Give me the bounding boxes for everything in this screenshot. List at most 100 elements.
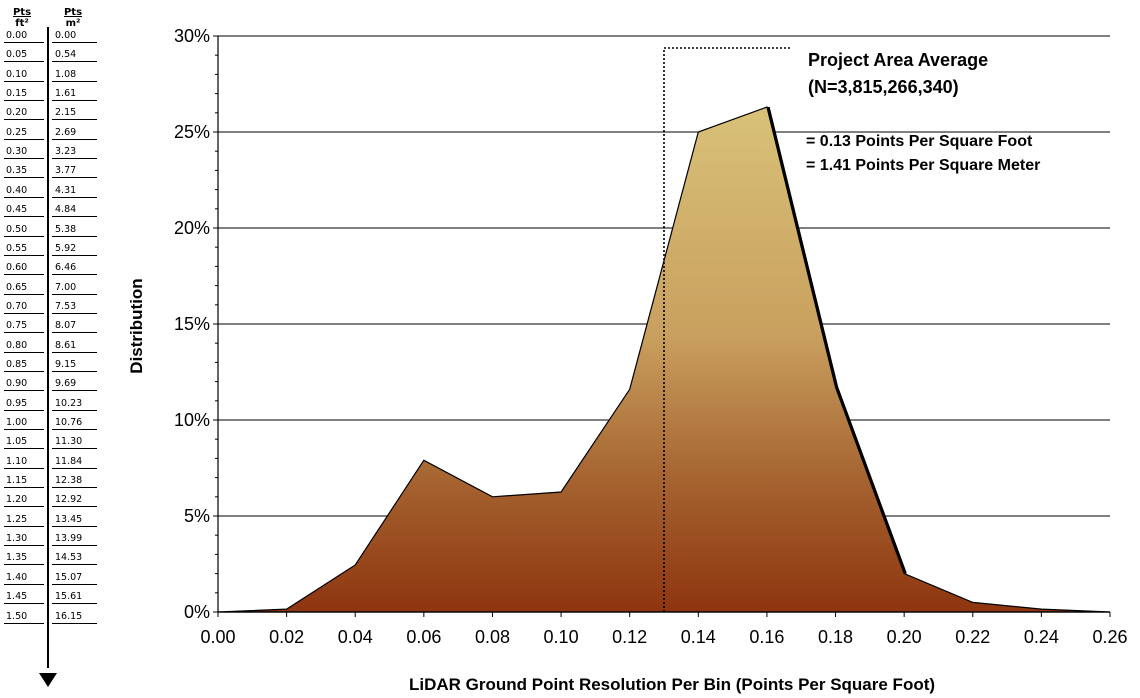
conversion-row-m2: 3.23: [52, 146, 97, 160]
y-tick-label: 20%: [174, 218, 210, 238]
conversion-row-m2: 5.38: [52, 224, 97, 237]
area-shadow-edge: [767, 106, 907, 575]
conversion-row-ft2: 1.45: [4, 591, 44, 605]
conversion-row-m2: 8.07: [52, 320, 97, 334]
x-tick-label: 0.22: [955, 627, 990, 647]
conversion-row-ft2: 1.40: [4, 572, 44, 585]
x-tick-label: 0.08: [475, 627, 510, 647]
average-marker: [663, 47, 790, 612]
x-tick-label: 0.26: [1092, 627, 1127, 647]
x-tick-label: 0.24: [1024, 627, 1059, 647]
conversion-row-m2: 12.92: [52, 494, 97, 508]
conversion-row-ft2: 0.70: [4, 301, 44, 314]
conversion-row-m2: 6.46: [52, 262, 97, 276]
conversion-row-m2: 5.92: [52, 243, 97, 256]
x-tick-labels: 0.00 0.02 0.04 0.06 0.08 0.10 0.12 0.14 0.16 0.18…: [200, 627, 1127, 647]
average-label: Project Area Average: [808, 50, 988, 70]
conversion-row-ft2: 0.80: [4, 340, 44, 353]
x-tick-label: 0.02: [269, 627, 304, 647]
conversion-scale: Pts ft² Pts m² 0.00 0.00 0.05 0.54 0.10 1.08 0…: [0, 0, 110, 698]
conversion-row-m2: 9.15: [52, 359, 97, 372]
conversion-row-ft2: 0.30: [4, 146, 44, 160]
average-count: (N=3,815,266,340): [808, 77, 959, 97]
x-tick-label: 0.16: [749, 627, 784, 647]
conversion-row-m2: 0.00: [52, 30, 97, 43]
conversion-row-ft2: 1.25: [4, 514, 44, 527]
conversion-row-m2: 14.53: [52, 552, 97, 566]
y-tick-label: 25%: [174, 122, 210, 142]
x-tick-label: 0.06: [406, 627, 441, 647]
col2-header-top: Pts: [63, 7, 83, 18]
conversion-row-ft2: 1.05: [4, 436, 44, 450]
conversion-row-ft2: 0.85: [4, 359, 44, 372]
conversion-row-m2: 9.69: [52, 378, 97, 392]
conversion-row-ft2: 0.95: [4, 398, 44, 411]
conversion-row-m2: 1.61: [52, 88, 97, 102]
x-tick-label: 0.12: [612, 627, 647, 647]
y-tick-label: 0%: [184, 602, 210, 622]
conversion-row-m2: 11.30: [52, 436, 97, 450]
conversion-row-ft2: 0.65: [4, 282, 44, 295]
conversion-row-ft2: 1.00: [4, 417, 44, 430]
x-tick-label: 0.14: [681, 627, 716, 647]
conversion-row-m2: 8.61: [52, 340, 97, 353]
down-arrow-icon: [39, 673, 57, 687]
conversion-row-ft2: 1.15: [4, 475, 44, 489]
conversion-axis-line: [47, 27, 49, 668]
conversion-row-m2: 10.23: [52, 398, 97, 411]
y-tick-label: 15%: [174, 314, 210, 334]
x-tick-label: 0.20: [887, 627, 922, 647]
y-tick-label: 30%: [174, 26, 210, 46]
y-tick-labels: 0% 5% 10% 15% 20% 25% 30%: [174, 26, 210, 622]
conversion-row-m2: 3.77: [52, 165, 97, 179]
conversion-row-m2: 0.54: [52, 49, 97, 63]
col1-header-bottom: ft²: [15, 18, 29, 29]
col2-header-bottom: m²: [65, 18, 81, 29]
conversion-row-ft2: 0.45: [4, 204, 44, 218]
conversion-row-m2: 7.53: [52, 301, 97, 314]
conversion-row-ft2: 1.20: [4, 494, 44, 508]
average-per-meter: = 1.41 Points Per Square Meter: [806, 157, 1040, 174]
average-dotted-line: [663, 47, 790, 612]
conversion-row-ft2: 0.60: [4, 262, 44, 276]
conversion-row-m2: 11.84: [52, 456, 97, 469]
x-tick-label: 0.04: [338, 627, 373, 647]
conversion-row-m2: 15.07: [52, 572, 97, 585]
conversion-row-m2: 13.99: [52, 533, 97, 547]
conversion-row-ft2: 0.00: [4, 30, 44, 43]
conversion-row-ft2: 1.30: [4, 533, 44, 547]
conversion-row-ft2: 0.55: [4, 243, 44, 256]
distribution-chart: 0% 5% 10% 15% 20% 25% 30% 0.00 0.02 0.04 0.06 0.08…: [127, 26, 1128, 694]
conversion-row-ft2: 0.25: [4, 127, 44, 140]
average-per-foot: = 0.13 Points Per Square Foot: [806, 133, 1033, 150]
conversion-row-ft2: 0.40: [4, 185, 44, 198]
conversion-row-m2: 10.76: [52, 417, 97, 430]
conversion-row-ft2: 0.50: [4, 224, 44, 237]
conversion-row-m2: 4.84: [52, 204, 97, 218]
col1-header-top: Pts: [12, 7, 32, 18]
conversion-row-ft2: 1.35: [4, 552, 44, 566]
y-tick-label: 10%: [174, 410, 210, 430]
x-tick-label: 0.18: [818, 627, 853, 647]
conversion-row-ft2: 0.10: [4, 69, 44, 82]
conversion-row-m2: 13.45: [52, 514, 97, 527]
x-tick-label: 0.10: [544, 627, 579, 647]
y-axis-title: Distribution: [127, 278, 146, 373]
conversion-row-m2: 15.61: [52, 591, 97, 605]
conversion-row-m2: 4.31: [52, 185, 97, 198]
conversion-row-ft2: 0.75: [4, 320, 44, 334]
conversion-row-ft2: 1.50: [4, 611, 44, 624]
conversion-row-m2: 7.00: [52, 282, 97, 295]
conversion-row-m2: 12.38: [52, 475, 97, 489]
conversion-row-m2: 2.69: [52, 127, 97, 140]
x-tick-label: 0.00: [200, 627, 235, 647]
conversion-row-ft2: 0.05: [4, 49, 44, 63]
conversion-row-ft2: 0.15: [4, 88, 44, 102]
y-tick-label: 5%: [184, 506, 210, 526]
x-axis-title: LiDAR Ground Point Resolution Per Bin (P…: [409, 675, 935, 694]
conversion-row-ft2: 0.20: [4, 107, 44, 121]
conversion-row-m2: 16.15: [52, 611, 97, 624]
conversion-row-ft2: 0.90: [4, 378, 44, 392]
conversion-row-m2: 1.08: [52, 69, 97, 82]
conversion-row-m2: 2.15: [52, 107, 97, 121]
